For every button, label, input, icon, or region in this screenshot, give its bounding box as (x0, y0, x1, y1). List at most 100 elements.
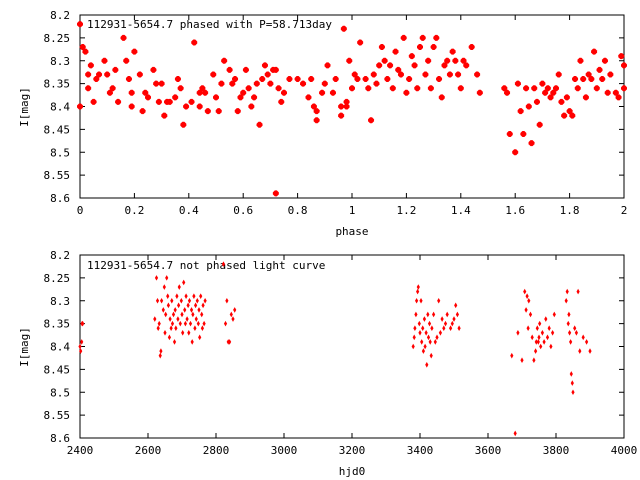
data-point (82, 48, 89, 55)
x-tick-label: 1.2 (396, 204, 416, 217)
data-point (90, 98, 97, 105)
data-point (604, 89, 611, 96)
data-point (161, 112, 168, 119)
data-point (539, 80, 546, 87)
x-tick-label: 2400 (67, 444, 94, 457)
data-point (378, 44, 385, 51)
data-point (196, 89, 203, 96)
data-point (574, 329, 578, 336)
data-point (313, 108, 320, 115)
data-point (272, 66, 279, 73)
y-axis-ticks: 8.2 8.25 8.3 8.35 8.4 8.45 8.5 8.55 8.6 (44, 249, 624, 445)
data-point (426, 334, 431, 341)
data-point (153, 80, 160, 87)
data-point (185, 316, 189, 322)
y-tick-label: 8.5 (50, 386, 70, 399)
data-point (553, 85, 559, 92)
data-point (449, 325, 453, 331)
data-point (278, 98, 285, 105)
data-point (184, 293, 188, 299)
data-point (400, 34, 407, 41)
data-point (225, 297, 229, 304)
y-tick-label: 8.3 (50, 295, 70, 308)
y-tick-label: 8.25 (44, 272, 71, 285)
data-point (354, 76, 361, 83)
data-point (170, 297, 174, 304)
data-point (437, 297, 441, 304)
x-tick-label: 2800 (203, 444, 230, 457)
data-point (104, 71, 111, 78)
data-point (275, 85, 282, 92)
data-point (194, 316, 198, 322)
data-point (215, 108, 222, 115)
data-point (245, 85, 252, 92)
data-point (585, 339, 589, 345)
data-point (256, 121, 263, 128)
data-point (612, 89, 619, 96)
data-point (564, 297, 568, 304)
data-point (202, 89, 209, 96)
data-point (615, 94, 622, 101)
data-point (440, 316, 444, 322)
data-point (115, 98, 122, 105)
data-point (596, 66, 603, 73)
data-point (577, 57, 584, 64)
data-point (128, 103, 135, 110)
data-point (161, 307, 165, 313)
data-point (158, 352, 162, 359)
data-point (203, 297, 207, 304)
data-point (506, 130, 513, 137)
data-point (512, 149, 519, 156)
data-point (231, 316, 235, 322)
data-point (200, 311, 204, 318)
data-point (576, 288, 580, 295)
data-point (427, 85, 434, 92)
data-point (457, 85, 464, 92)
x-tick-label: 3200 (339, 444, 366, 457)
data-point (415, 297, 419, 304)
data-point (566, 108, 573, 115)
data-point (547, 94, 554, 101)
data-point (123, 57, 130, 64)
data-point (237, 94, 244, 101)
data-point (175, 293, 179, 299)
data-point (561, 112, 568, 119)
data-point (601, 57, 608, 64)
data-point (525, 103, 532, 110)
data-point (569, 371, 573, 377)
data-point (574, 85, 581, 92)
x-tick-label: 4000 (611, 444, 638, 457)
data-point (442, 325, 446, 331)
x-tick-label: 3000 (271, 444, 298, 457)
data-point (164, 311, 168, 318)
data-point (183, 307, 187, 313)
data-point (523, 288, 527, 295)
data-point (153, 316, 157, 322)
data-point (536, 339, 540, 345)
data-point (424, 329, 428, 336)
data-point (421, 325, 425, 331)
data-point (183, 320, 187, 327)
data-point (618, 53, 625, 60)
data-point (351, 71, 358, 78)
data-point (436, 76, 443, 83)
data-point (190, 339, 194, 345)
y-tick-label: 8.25 (44, 32, 71, 45)
data-point (534, 339, 538, 345)
y-axis-ticks: 8.2 8.25 8.3 8.35 8.4 8.45 8.5 8.55 8.6 (44, 9, 624, 205)
data-point (430, 44, 437, 51)
data-point (416, 288, 420, 295)
data-point (343, 98, 350, 105)
data-point (188, 320, 193, 327)
y-tick-label: 8.35 (44, 78, 71, 91)
data-point (195, 297, 199, 304)
data-point (384, 76, 391, 83)
data-point (621, 85, 627, 92)
data-point (213, 94, 219, 101)
data-point (128, 89, 135, 96)
data-point (588, 348, 592, 354)
data-point (542, 339, 546, 345)
data-point (537, 334, 541, 341)
data-point (332, 76, 339, 83)
data-point (414, 311, 418, 318)
